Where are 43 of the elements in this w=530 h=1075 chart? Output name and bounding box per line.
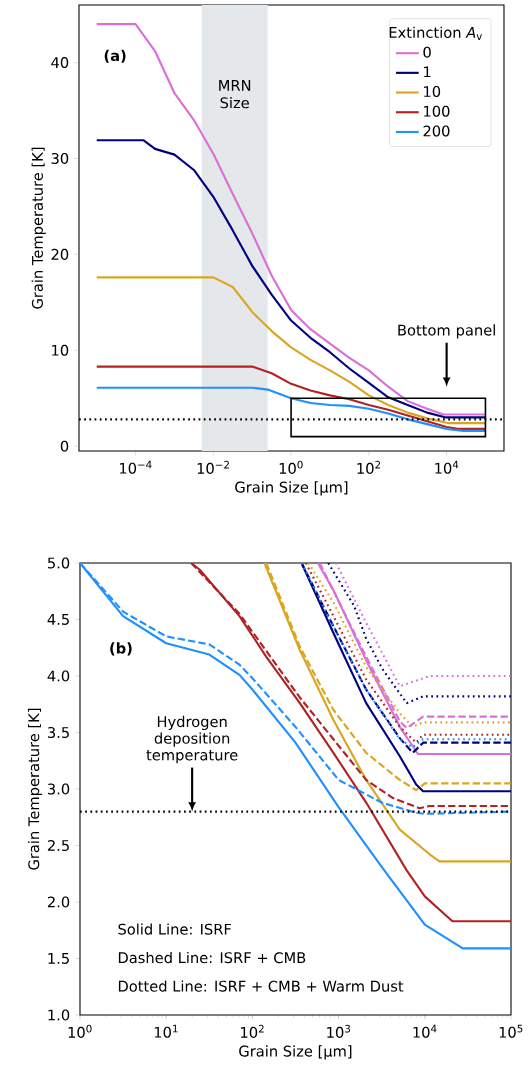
y-tick-label: 4.5 [47,614,69,625]
legend-label: 1 [424,66,431,78]
x-tick-label: 10$^{0}$ [68,1024,92,1038]
legend-label: 100 [424,105,450,117]
x-tick-label: 10$^{2}$ [241,1024,264,1038]
y-tick-label: 0 [60,440,69,452]
y-tick-label: 2.0 [47,896,70,908]
y-tick-label: 1.5 [48,953,69,964]
x-tick-label: 10$^{5}$ [499,1024,523,1038]
annotation: Dotted Line: ISRF + CMB + Warm Dust [118,980,404,992]
x-tick-label: 10$^{1}$ [154,1024,178,1038]
annotation: Dashed Line: ISRF + CMB [118,951,306,964]
y-tick-label: 10 [52,344,69,356]
y-tick-label: 40 [51,57,69,69]
x-tick-label: 10$^{−2}$ [197,460,229,474]
x-tick-label: 10$^{2}$ [357,460,381,474]
y-tick-label: 3.5 [47,726,69,739]
annotation: (b) [110,642,132,656]
legend-title: Extinction A$_{v}$ [389,26,483,40]
x-tick-label: 10$^{4}$ [435,460,459,474]
y-tick-label: 2.5 [47,839,69,852]
x-tick-label: 10$^{−4}$ [119,460,152,474]
legend-label: 10 [424,85,441,98]
annotation: Solid Line: ISRF [118,923,232,935]
annotation: Hydrogen deposition temperature [146,715,238,764]
y-axis-title: Grain Temperature [K] [31,147,46,309]
legend-label: 200 [423,125,450,137]
y-tick-label: 30 [51,152,69,164]
band-label: MRN Size [219,80,251,109]
x-tick-label: 10$^{4}$ [413,1024,437,1038]
x-axis-title: Grain Size [μm] [235,481,348,496]
x-axis-title: Grain Size [μm] [239,1045,352,1060]
y-tick-label: 20 [51,248,69,260]
y-tick-label: 5.0 [47,557,70,569]
annotation: (a) [104,49,126,63]
y-axis-title: Grain Temperature [K] [27,708,43,870]
y-tick-label: 4.0 [47,670,70,682]
x-tick-label: 10$^{3}$ [327,1024,351,1038]
y-tick-label: 3.0 [47,783,70,795]
legend-label: 0 [423,46,431,58]
annotation: Bottom panel [398,324,495,339]
x-tick-label: 10$^{0}$ [279,460,303,474]
y-tick-label: 1.0 [48,1009,70,1021]
